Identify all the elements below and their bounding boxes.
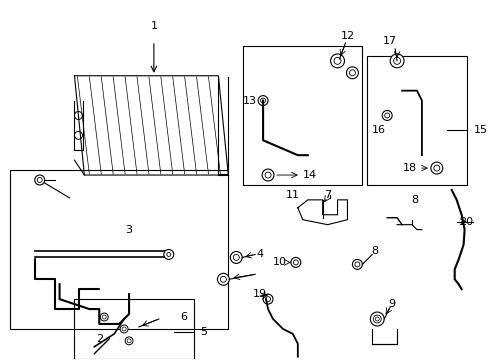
Circle shape (122, 327, 126, 331)
Circle shape (264, 172, 270, 178)
Text: 5: 5 (200, 327, 206, 337)
Text: 6: 6 (180, 312, 187, 322)
Text: 12: 12 (340, 31, 354, 41)
Text: 11: 11 (285, 190, 299, 200)
Circle shape (389, 54, 403, 68)
Circle shape (374, 317, 379, 321)
Circle shape (369, 312, 384, 326)
Circle shape (293, 260, 298, 265)
Circle shape (393, 57, 400, 64)
Text: 10: 10 (272, 257, 286, 267)
Text: 13: 13 (243, 95, 257, 105)
Circle shape (430, 162, 442, 174)
Bar (243, 46, 362, 185)
Circle shape (37, 177, 42, 183)
Circle shape (35, 175, 44, 185)
Circle shape (382, 111, 391, 121)
Text: 7: 7 (324, 190, 330, 200)
Text: 16: 16 (371, 125, 386, 135)
Circle shape (349, 70, 355, 76)
Text: 3: 3 (125, 225, 132, 235)
Circle shape (166, 252, 170, 256)
Text: 2: 2 (96, 334, 102, 344)
Text: 14: 14 (302, 170, 316, 180)
Text: 1: 1 (150, 21, 157, 31)
Circle shape (120, 325, 128, 333)
Bar (10, 170, 228, 329)
Circle shape (127, 339, 131, 343)
Text: 17: 17 (382, 36, 396, 46)
Circle shape (100, 313, 108, 321)
Text: 19: 19 (252, 289, 266, 299)
Circle shape (354, 262, 359, 267)
Bar (366, 56, 466, 185)
Circle shape (384, 113, 389, 118)
Text: 9: 9 (388, 299, 395, 309)
Circle shape (220, 276, 226, 282)
Circle shape (163, 249, 173, 260)
Text: 18: 18 (402, 163, 416, 173)
Circle shape (330, 54, 344, 68)
Circle shape (333, 57, 340, 64)
Text: 8: 8 (371, 247, 378, 256)
Circle shape (346, 67, 358, 79)
Circle shape (217, 273, 229, 285)
Circle shape (74, 131, 82, 139)
Circle shape (233, 255, 239, 260)
Circle shape (125, 337, 133, 345)
Circle shape (352, 260, 362, 269)
Polygon shape (74, 76, 228, 175)
Circle shape (433, 165, 439, 171)
Circle shape (74, 112, 82, 120)
Text: 4: 4 (256, 249, 263, 260)
Circle shape (260, 98, 265, 103)
Circle shape (102, 315, 106, 319)
Circle shape (262, 169, 273, 181)
Circle shape (265, 297, 270, 302)
Text: 20: 20 (458, 217, 472, 227)
Circle shape (258, 96, 267, 105)
Circle shape (230, 252, 242, 264)
Circle shape (372, 315, 381, 323)
Text: 15: 15 (472, 125, 487, 135)
Circle shape (263, 294, 272, 304)
Bar (74, 299, 193, 359)
Circle shape (290, 257, 300, 267)
Text: 8: 8 (410, 195, 418, 205)
